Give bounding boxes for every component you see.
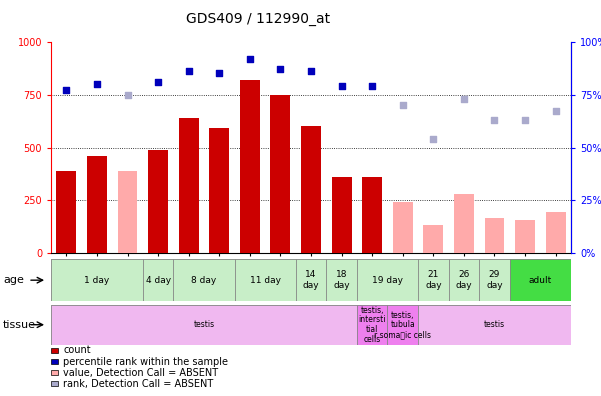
Bar [388, 305, 418, 345]
Bar [87, 156, 107, 253]
Bar [484, 219, 504, 253]
Text: GDS409 / 112990_at: GDS409 / 112990_at [186, 12, 331, 26]
Bar [326, 259, 357, 301]
Point [184, 68, 194, 74]
Text: adult: adult [529, 276, 552, 285]
Bar [454, 194, 474, 253]
Bar [148, 150, 168, 253]
Point [551, 109, 561, 115]
Text: percentile rank within the sample: percentile rank within the sample [63, 356, 228, 367]
Bar [234, 259, 296, 301]
Text: 8 day: 8 day [191, 276, 216, 285]
Bar [51, 305, 357, 345]
Point [123, 91, 132, 98]
Bar [357, 305, 388, 345]
Bar [515, 219, 535, 253]
Bar [270, 95, 290, 253]
Bar [143, 259, 174, 301]
Point [459, 95, 469, 102]
Text: value, Detection Call = ABSENT: value, Detection Call = ABSENT [63, 367, 218, 378]
Text: testis,
tubula
r soma	ic cells: testis, tubula r soma ic cells [374, 310, 432, 339]
Point [92, 81, 102, 87]
Point [153, 79, 163, 85]
Point [215, 70, 224, 76]
Text: rank, Detection Call = ABSENT: rank, Detection Call = ABSENT [63, 379, 213, 389]
Bar [332, 177, 352, 253]
Point [337, 83, 346, 89]
Text: tissue: tissue [3, 320, 36, 330]
Point [520, 117, 530, 123]
Text: 14
day: 14 day [303, 270, 319, 290]
Bar [423, 225, 444, 253]
Text: 4 day: 4 day [145, 276, 171, 285]
Text: count: count [63, 345, 91, 356]
Bar [418, 305, 571, 345]
Text: testis,
intersti
tial
cells: testis, intersti tial cells [358, 306, 386, 344]
Point [367, 83, 377, 89]
Text: 19 day: 19 day [372, 276, 403, 285]
Point [398, 102, 407, 108]
Bar [240, 80, 260, 253]
Point [61, 87, 71, 93]
Point [306, 68, 316, 74]
Bar [357, 259, 418, 301]
Text: testis: testis [484, 320, 505, 329]
Bar [510, 259, 571, 301]
Bar [393, 202, 413, 253]
Text: 26
day: 26 day [456, 270, 472, 290]
Point [490, 117, 499, 123]
Text: 11 day: 11 day [249, 276, 281, 285]
Text: testis: testis [194, 320, 215, 329]
Bar [209, 128, 229, 253]
Point [276, 66, 285, 72]
Point [245, 55, 255, 62]
Text: 18
day: 18 day [334, 270, 350, 290]
Point [429, 136, 438, 142]
Bar [51, 259, 143, 301]
Bar [418, 259, 448, 301]
Bar [362, 177, 382, 253]
Bar [174, 259, 234, 301]
Bar [56, 171, 76, 253]
Bar [301, 126, 321, 253]
Text: age: age [3, 275, 24, 285]
Text: 1 day: 1 day [84, 276, 109, 285]
Text: 29
day: 29 day [486, 270, 503, 290]
Text: 21
day: 21 day [425, 270, 442, 290]
Bar [296, 259, 326, 301]
Bar [546, 212, 566, 253]
Bar [448, 259, 479, 301]
Bar [479, 259, 510, 301]
Bar [178, 118, 199, 253]
Bar [118, 171, 138, 253]
